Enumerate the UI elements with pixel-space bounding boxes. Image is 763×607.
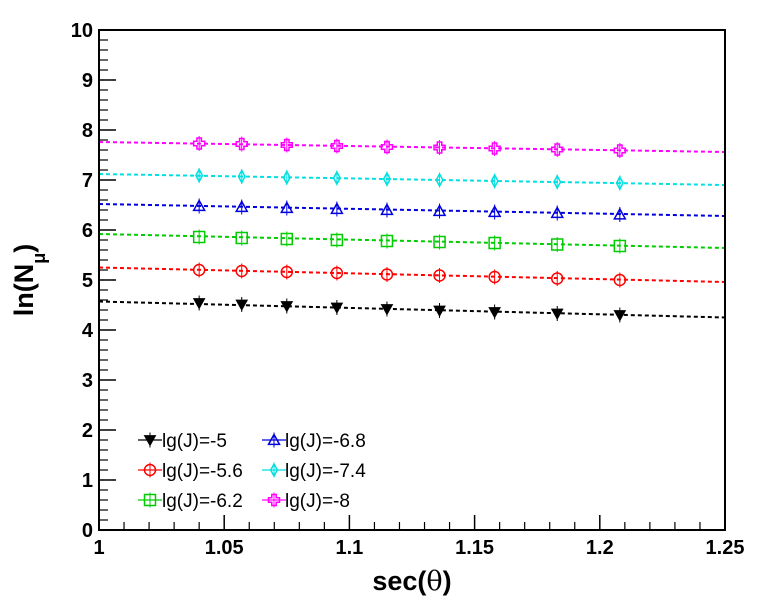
y-tick-label: 5 [82, 270, 93, 292]
fit-line-series-1 [98, 266, 726, 283]
fit-line-series-3 [98, 203, 726, 217]
x-tick-label: 1.25 [706, 537, 745, 559]
y-axis-title: ln(Nμ) [9, 244, 49, 317]
data-point-series-5 [330, 139, 344, 153]
y-axis-title-subscript: μ [29, 253, 49, 264]
data-point-series-5 [380, 140, 394, 154]
legend-label-5: lg(J)=-8 [285, 491, 350, 512]
x-tick-label: 1.1 [335, 537, 363, 559]
x-tick-label: 1.2 [586, 537, 614, 559]
y-tick-label: 4 [82, 320, 94, 342]
data-point-series-5 [613, 144, 627, 157]
legend-label-0: lg(J)=-5 [162, 431, 227, 452]
legend-marker-5 [267, 493, 281, 507]
legend-label-3: lg(J)=-6.8 [285, 431, 366, 452]
y-tick-label: 10 [71, 20, 93, 42]
fit-line-series-5 [98, 141, 726, 153]
data-point-series-5 [235, 137, 248, 151]
y-tick-label: 7 [82, 170, 93, 192]
x-tick-label: 1.15 [455, 537, 494, 559]
y-tick-label: 0 [82, 520, 93, 542]
x-axis-title: sec(θ) [372, 566, 451, 597]
y-tick-label: 3 [82, 370, 93, 392]
data-points [192, 136, 627, 323]
y-tick-label: 9 [82, 70, 93, 92]
y-tick-label: 2 [82, 420, 93, 442]
legend-label-1: lg(J)=-5.6 [162, 461, 243, 482]
fit-line-series-2 [98, 233, 726, 249]
data-point-series-5 [550, 143, 564, 156]
x-tick-label: 1.05 [205, 537, 244, 559]
y-tick-label: 1 [82, 470, 93, 492]
legend: lg(J)=-5 lg(J)=-5.6 lg(J)=-6.2 lg(J)=-6.8 lg… [138, 431, 366, 512]
fit-line-series-4 [98, 173, 726, 186]
data-point-series-5 [280, 138, 294, 152]
legend-label-4: lg(J)=-7.4 [285, 461, 366, 482]
y-tick-label: 8 [82, 120, 93, 142]
y-axis-title-main: ln(N [9, 264, 39, 316]
x-tick-label: 1 [93, 537, 104, 559]
data-point-series-5 [488, 142, 501, 155]
y-tick-label: 6 [82, 220, 93, 242]
legend-label-2: lg(J)=-6.2 [162, 491, 243, 512]
data-point-series-5 [192, 137, 206, 150]
data-point-series-5 [433, 141, 446, 154]
y-axis-title-close: ) [9, 244, 39, 253]
axis-ticks [98, 29, 726, 531]
